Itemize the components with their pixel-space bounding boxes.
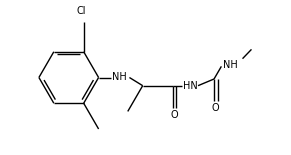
Text: O: O (170, 110, 178, 120)
Text: Cl: Cl (77, 6, 86, 16)
Text: HN: HN (183, 81, 198, 91)
Text: NH: NH (223, 60, 238, 70)
Text: O: O (212, 103, 219, 113)
Text: NH: NH (112, 73, 127, 82)
